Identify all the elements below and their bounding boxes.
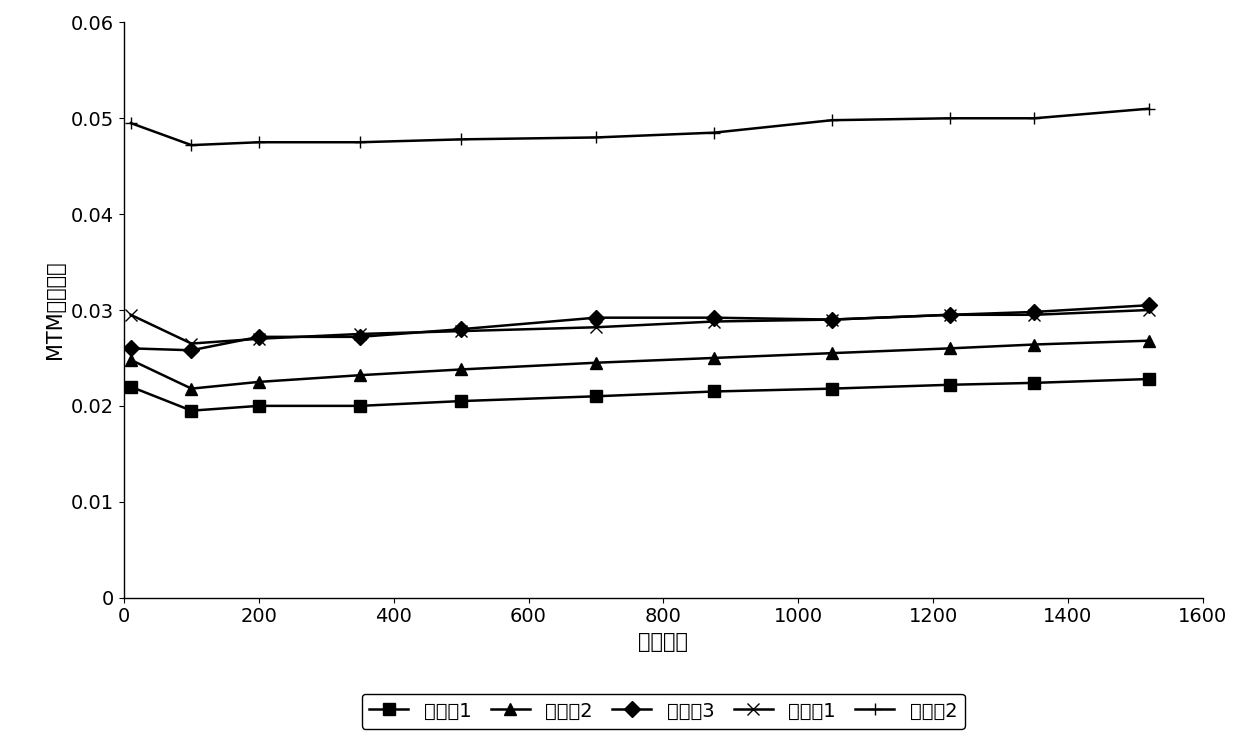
- Y-axis label: MTM牵引系数: MTM牵引系数: [46, 261, 66, 359]
- 比较例2: [942, 114, 957, 123]
- 实施例1: [184, 406, 198, 415]
- 比较例1: [1027, 310, 1042, 319]
- 实施例1: [1142, 374, 1157, 383]
- 比较例2: [184, 140, 198, 149]
- 实施例1: [123, 382, 138, 391]
- 实施例3: [1142, 301, 1157, 310]
- 比较例1: [352, 329, 367, 338]
- 比较例1: [707, 317, 722, 326]
- 实施例3: [252, 332, 267, 341]
- 实施例1: [707, 387, 722, 396]
- 比较例2: [123, 119, 138, 128]
- 比较例2: [252, 137, 267, 146]
- 实施例3: [942, 310, 957, 319]
- 实施例1: [252, 401, 267, 410]
- 比较例2: [707, 128, 722, 137]
- 比较例1: [252, 335, 267, 344]
- 实施例2: [1142, 336, 1157, 345]
- Line: 实施例3: 实施例3: [125, 300, 1154, 356]
- 比较例1: [454, 326, 469, 335]
- 比较例1: [123, 310, 138, 319]
- 比较例2: [454, 135, 469, 144]
- 实施例2: [252, 377, 267, 386]
- 比较例1: [1142, 306, 1157, 314]
- 实施例2: [352, 371, 367, 379]
- 实施例1: [352, 401, 367, 410]
- 实施例2: [184, 384, 198, 393]
- 实施例2: [123, 356, 138, 365]
- Line: 实施例1: 实施例1: [125, 374, 1154, 416]
- 比较例1: [184, 339, 198, 348]
- 比较例2: [1142, 104, 1157, 113]
- X-axis label: 时间，秒: 时间，秒: [639, 632, 688, 652]
- 比较例1: [825, 315, 839, 324]
- 比较例2: [589, 133, 604, 142]
- 实施例3: [352, 332, 367, 341]
- 实施例2: [825, 349, 839, 358]
- Line: 实施例2: 实施例2: [125, 335, 1154, 394]
- 实施例2: [707, 353, 722, 362]
- 实施例3: [707, 313, 722, 322]
- 比较例1: [942, 310, 957, 319]
- 实施例3: [1027, 308, 1042, 317]
- 实施例3: [589, 313, 604, 322]
- 实施例2: [454, 365, 469, 374]
- 比较例2: [825, 116, 839, 125]
- 实施例2: [1027, 340, 1042, 349]
- 实施例1: [1027, 379, 1042, 388]
- 实施例3: [184, 346, 198, 355]
- Line: 比较例2: 比较例2: [125, 103, 1154, 151]
- 实施例2: [942, 344, 957, 353]
- 比较例2: [1027, 114, 1042, 123]
- 实施例2: [589, 359, 604, 368]
- Legend: 实施例1, 实施例2, 实施例3, 比较例1, 比较例2: 实施例1, 实施例2, 实施例3, 比较例1, 比较例2: [362, 694, 965, 728]
- 实施例1: [825, 384, 839, 393]
- 实施例3: [123, 344, 138, 353]
- 实施例1: [942, 380, 957, 389]
- Line: 比较例1: 比较例1: [125, 305, 1154, 349]
- 比较例2: [352, 137, 367, 146]
- 实施例1: [589, 391, 604, 400]
- 实施例1: [454, 397, 469, 406]
- 实施例3: [454, 325, 469, 334]
- 比较例1: [589, 323, 604, 332]
- 实施例3: [825, 315, 839, 324]
